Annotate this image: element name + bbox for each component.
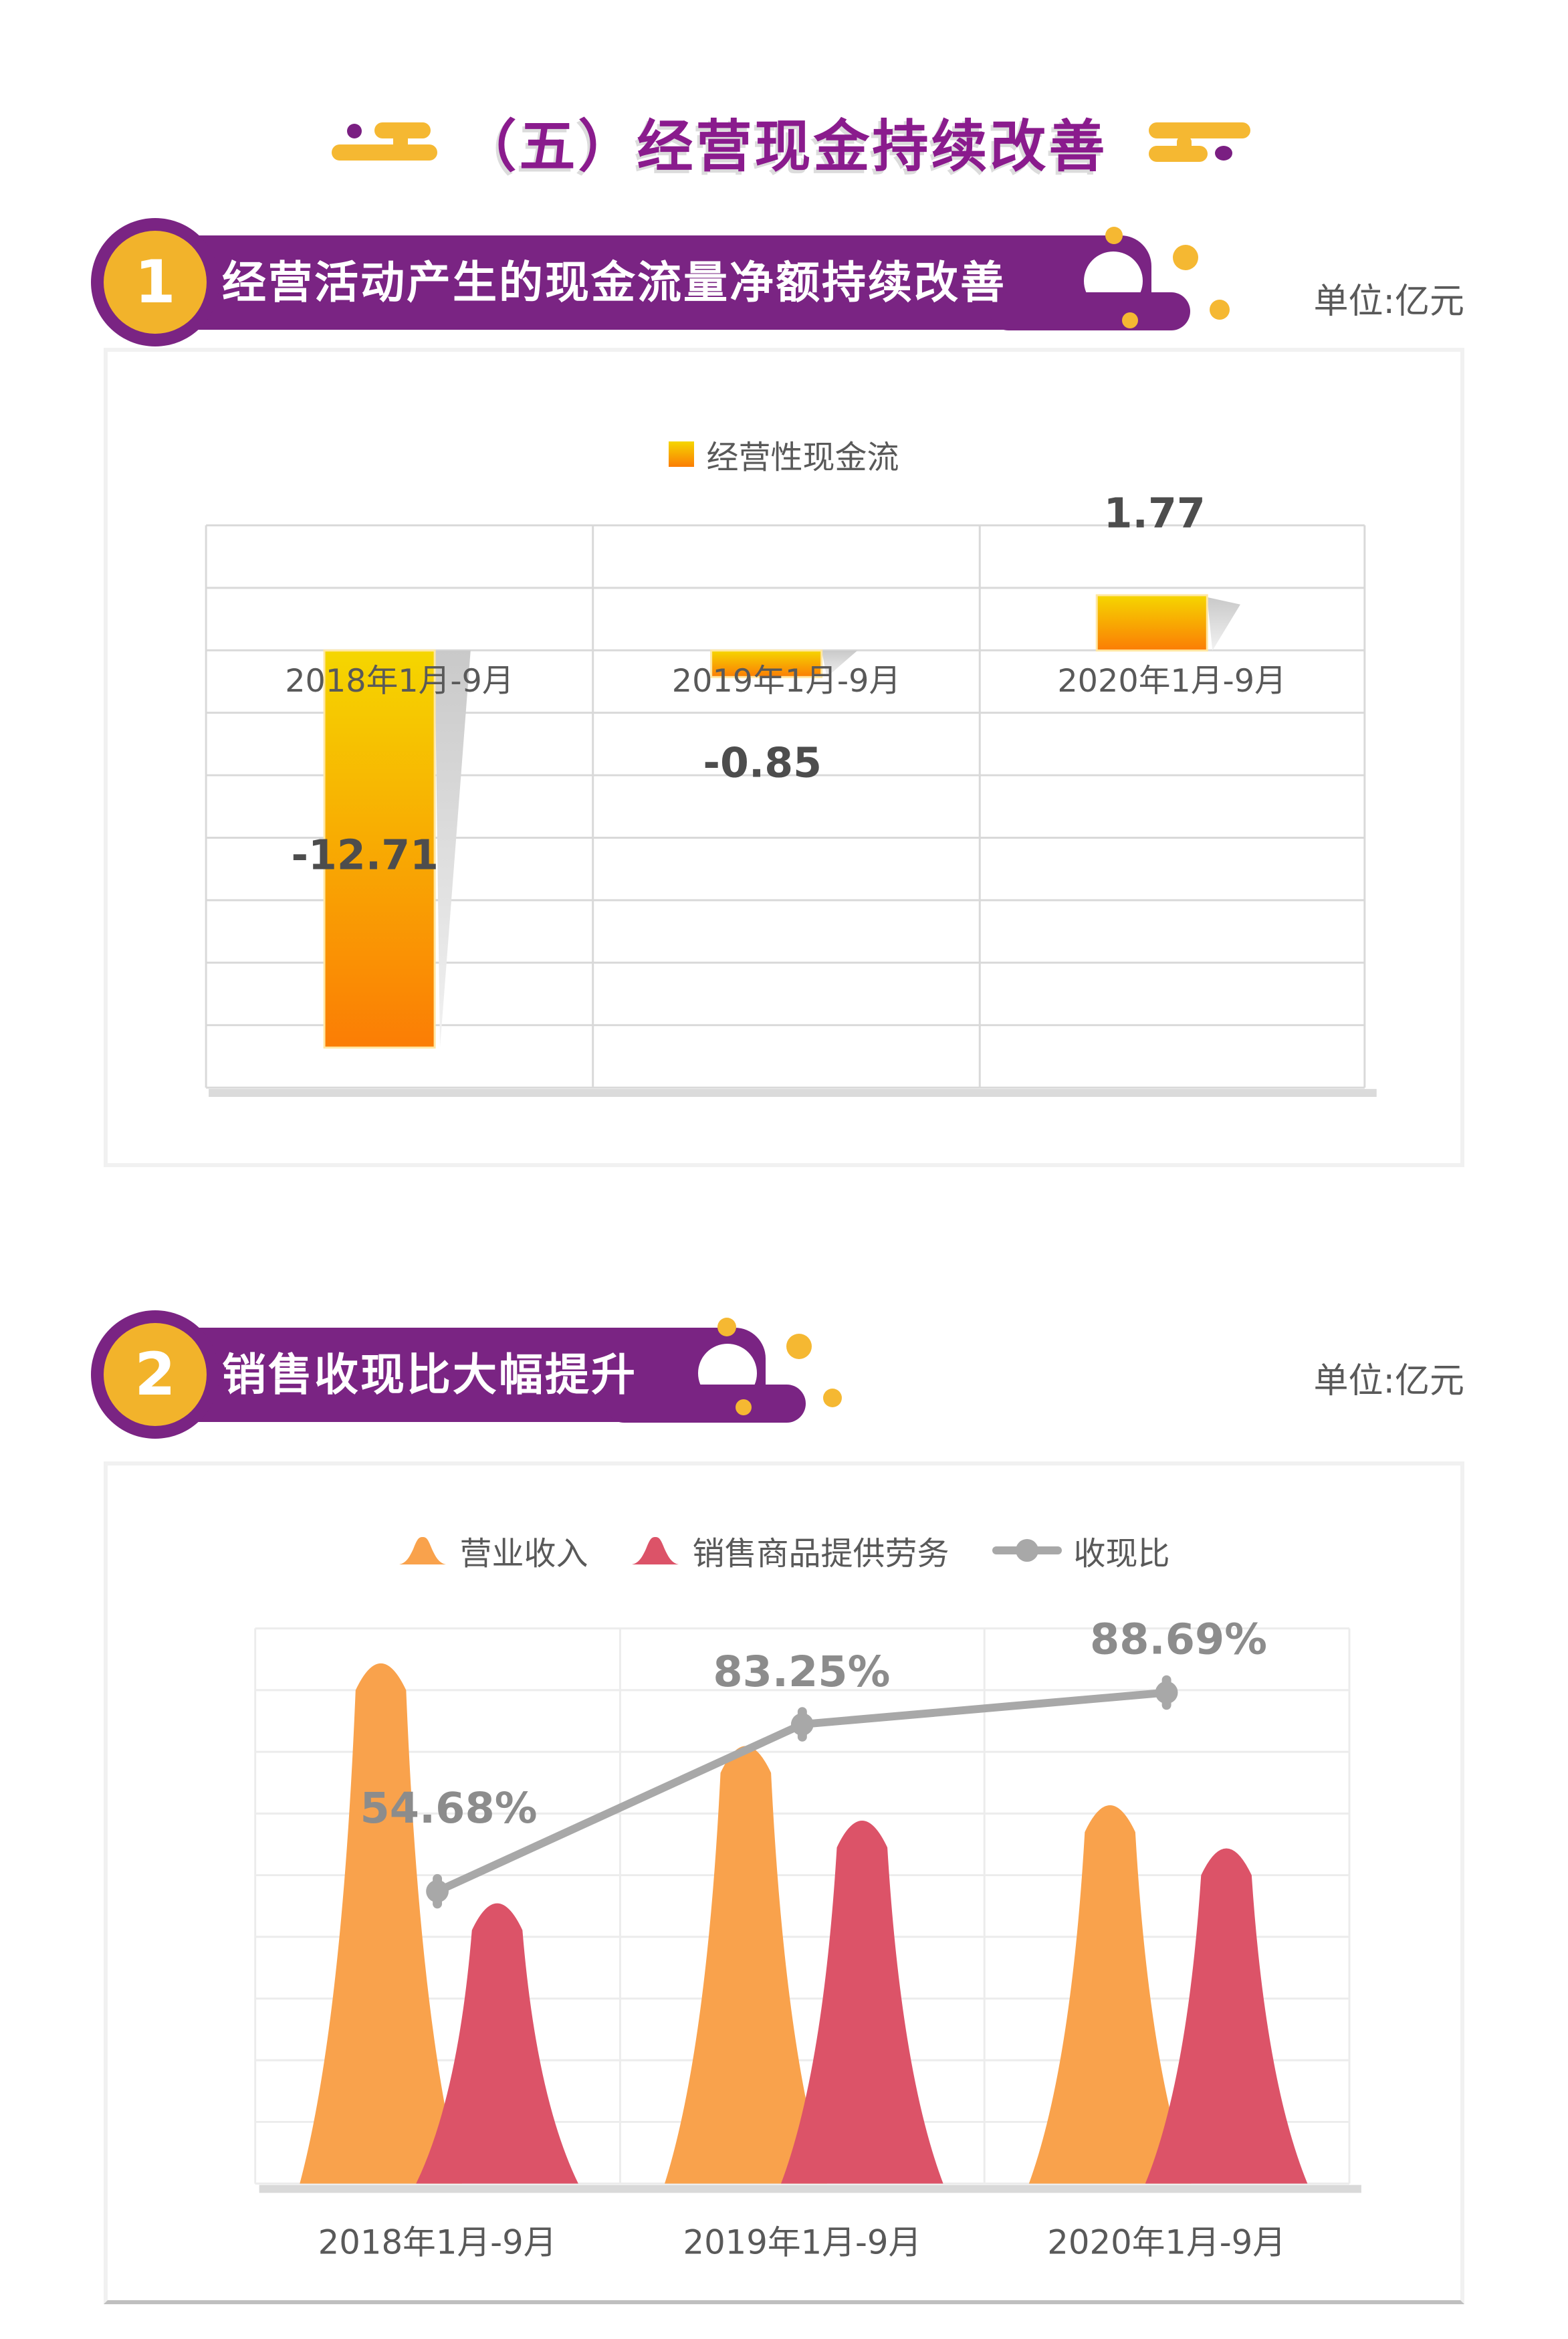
revenue-peak-icon xyxy=(399,1537,447,1564)
revenue-peak xyxy=(665,1746,827,2184)
legend-label: 经营性现金流 xyxy=(706,439,899,476)
category-label: 2020年1月-9月 xyxy=(1047,2223,1286,2262)
category-label: 2019年1月-9月 xyxy=(672,663,901,700)
plot-area-shadow xyxy=(259,2184,1361,2193)
bar xyxy=(323,649,436,1049)
bar xyxy=(710,649,823,678)
bar-shadow xyxy=(435,650,471,1048)
accent-dot xyxy=(786,1334,812,1359)
section-banner xyxy=(154,235,1151,330)
legend-item-revenue: 营业收入 xyxy=(398,1527,588,1574)
accent-dot xyxy=(1210,300,1230,320)
bar xyxy=(1095,594,1208,652)
legend-item-collection-ratio: 收现比 xyxy=(992,1527,1170,1574)
percent-label: 54.68% xyxy=(360,1783,537,1833)
legend-label: 营业收入 xyxy=(459,1535,588,1572)
accent-dot xyxy=(1173,245,1198,270)
section-1-title: 经营活动产生的现金流量净额持续改善 xyxy=(222,257,1006,308)
ratio-marker xyxy=(1155,1681,1178,1704)
cash-received-peak xyxy=(1145,1848,1308,2184)
accent-dot xyxy=(1105,227,1123,244)
percent-label: 83.25% xyxy=(713,1647,890,1696)
accent-dot xyxy=(736,1399,752,1415)
legend-item-cash-received: 销售商品提供劳务 xyxy=(631,1527,949,1574)
unit-label-1: 单位:亿元 xyxy=(1313,282,1464,322)
revenue-peak xyxy=(300,1663,462,2184)
operating-cashflow-chart-card: 经营性现金流 2018年1月-9月 2019年1月-9月 2020年1月-9月 -12… xyxy=(104,348,1464,1167)
ratio-marker xyxy=(790,1713,814,1736)
unit-label-2: 单位:亿元 xyxy=(1313,1361,1464,1401)
category-label: 2019年1月-9月 xyxy=(683,2223,921,2262)
section-number-badge: 2 xyxy=(104,1323,207,1426)
chart-1-legend: 经营性现金流 xyxy=(108,431,1460,478)
legend-label: 收现比 xyxy=(1073,1535,1170,1572)
legend-label: 销售商品提供劳务 xyxy=(692,1535,949,1572)
revenue-peak xyxy=(1028,1805,1192,2184)
cash-received-peak xyxy=(781,1821,943,2184)
data-label: -0.85 xyxy=(703,739,822,787)
ratio-line-icon xyxy=(992,1539,1062,1562)
operating-cashflow-bar-chart: 2018年1月-9月 2019年1月-9月 2020年1月-9月 -12.71 -0.8… xyxy=(205,490,1377,1097)
section-2-title: 销售收现比大幅提升 xyxy=(222,1349,637,1401)
title-decoration-left-icon xyxy=(332,122,437,161)
accent-dot xyxy=(717,1318,736,1336)
page-title: （五）经营现金持续改善 xyxy=(460,114,1108,179)
bar-shadow xyxy=(1207,597,1240,651)
accent-dot xyxy=(823,1389,842,1407)
percent-label: 88.69% xyxy=(1090,1614,1267,1663)
title-decoration-right-icon xyxy=(1149,122,1250,162)
cash-collection-ratio-chart-card: 营业收入 销售商品提供劳务 收现比 54.68% 83.25% 88.69% 2018… xyxy=(104,1461,1464,2304)
cash-received-peak xyxy=(416,1903,578,2184)
chart-2-legend: 营业收入 销售商品提供劳务 收现比 xyxy=(108,1527,1460,1574)
category-label: 2020年1月-9月 xyxy=(1057,663,1286,700)
data-label: 1.77 xyxy=(1104,490,1206,538)
ratio-marker xyxy=(426,1879,449,1903)
legend-item-operating-cashflow: 经营性现金流 xyxy=(669,431,899,478)
bar-shadow xyxy=(821,650,858,678)
accent-dot xyxy=(1122,312,1138,328)
section-number-badge: 1 xyxy=(104,231,207,334)
cash-collection-ratio-combo-chart: 54.68% 83.25% 88.69% 2018年1月-9月 2019年1月-9月 20… xyxy=(254,1614,1361,2262)
data-label: -12.71 xyxy=(291,831,438,879)
cash-received-peak-icon xyxy=(632,1537,679,1564)
legend-swatch-icon xyxy=(669,441,695,467)
category-label: 2018年1月-9月 xyxy=(318,2223,557,2262)
banner-tail xyxy=(990,292,1190,330)
category-label: 2018年1月-9月 xyxy=(285,663,514,700)
banner-tail xyxy=(605,1385,806,1423)
plot-area-shadow xyxy=(209,1089,1377,1097)
